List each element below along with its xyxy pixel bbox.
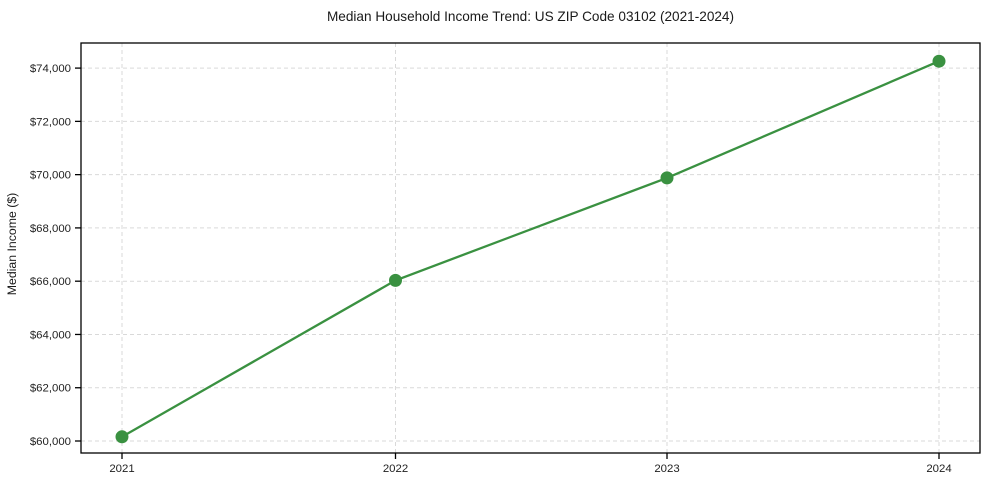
svg-text:2021: 2021 (109, 463, 134, 475)
svg-text:2022: 2022 (383, 463, 408, 475)
svg-text:2023: 2023 (654, 463, 679, 475)
svg-text:2024: 2024 (926, 463, 951, 475)
svg-text:$74,000: $74,000 (30, 63, 71, 75)
svg-text:$68,000: $68,000 (30, 223, 71, 235)
svg-text:$64,000: $64,000 (30, 329, 71, 341)
svg-text:$72,000: $72,000 (30, 116, 71, 128)
svg-text:$62,000: $62,000 (30, 383, 71, 395)
svg-text:$70,000: $70,000 (30, 170, 71, 182)
svg-text:$60,000: $60,000 (30, 436, 71, 448)
svg-text:$66,000: $66,000 (30, 276, 71, 288)
